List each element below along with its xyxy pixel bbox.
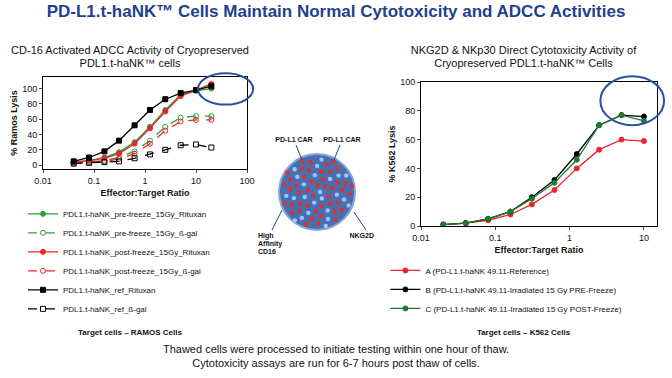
svg-text:20: 20 (27, 145, 37, 155)
svg-text:Effector:Target Ratio: Effector:Target Ratio (101, 188, 190, 198)
svg-text:HighAffinityCD16: HighAffinityCD16 (258, 232, 282, 255)
svg-text:A (PD-L1.t-haNK 49.11-Referenc: A (PD-L1.t-haNK 49.11-Reference) (425, 267, 549, 276)
svg-text:0.01: 0.01 (34, 176, 52, 186)
svg-text:0.1: 0.1 (88, 176, 101, 186)
svg-text:100: 100 (239, 176, 254, 186)
html-text:NKG2D & NKp30 Direct Cytotoxic: NKG2D & NKp30 Direct Cytotoxicity Activi… (410, 44, 637, 69)
html-text:PD-L1.t-haNK™ Cells Maintain N: PD-L1.t-haNK™ Cells Maintain Normal Cyto… (46, 2, 626, 21)
svg-text:80: 80 (405, 106, 415, 116)
svg-text:10: 10 (191, 176, 201, 186)
svg-text:80: 80 (27, 99, 37, 109)
svg-text:PDL1.t-haNK_pre-freeze_15Gy_Ri: PDL1.t-haNK_pre-freeze_15Gy_Rituxan (63, 210, 206, 219)
svg-text:100: 100 (22, 84, 37, 94)
svg-text:PD-L1 CAR: PD-L1 CAR (275, 136, 312, 143)
svg-text:100: 100 (400, 77, 415, 87)
svg-text:NKG2D: NKG2D (349, 232, 374, 239)
svg-text:60: 60 (405, 135, 415, 145)
svg-text:40: 40 (405, 164, 415, 174)
html-text:Target cells – RAMOS Cells: Target cells – RAMOS Cells (78, 328, 182, 337)
svg-text:0.01: 0.01 (412, 233, 430, 243)
svg-text:60: 60 (27, 114, 37, 124)
html-text:Target cells – K562 Cells: Target cells – K562 Cells (476, 328, 571, 337)
svg-text:B (PD-L1.t-haNK 49.11-Irradiat: B (PD-L1.t-haNK 49.11-Irradiated 15 Gy P… (425, 286, 616, 295)
svg-text:1: 1 (567, 233, 572, 243)
svg-text:% Ramos Lysis: % Ramos Lysis (9, 90, 19, 156)
svg-text:C (PD-L1.t-haNK 49.11-Irradiat: C (PD-L1.t-haNK 49.11-Irradiated 15 Gy P… (425, 305, 621, 314)
svg-text:0.1: 0.1 (489, 233, 502, 243)
html-text:Thawed cells were processed to: Thawed cells were processed to initiate … (163, 343, 509, 355)
svg-text:PDL1.t-haNK_pre-freeze_15Gy_ß-: PDL1.t-haNK_pre-freeze_15Gy_ß-gal (63, 229, 198, 238)
html-text:CD-16 Activated ADCC Activity: CD-16 Activated ADCC Activity of Cryopre… (11, 44, 249, 69)
svg-text:PDL1.t-haNK_ref_Rituxan: PDL1.t-haNK_ref_Rituxan (63, 286, 156, 295)
svg-text:0: 0 (32, 160, 37, 170)
svg-text:PD-L1 CAR: PD-L1 CAR (323, 136, 360, 143)
svg-text:1: 1 (142, 176, 147, 186)
svg-text:PDL1.t-haNK_post-freeze_15Gy_ß: PDL1.t-haNK_post-freeze_15Gy_ß-gal (63, 267, 201, 276)
svg-text:40: 40 (27, 130, 37, 140)
svg-text:PDL1.t-haNK_ref_ß-gal: PDL1.t-haNK_ref_ß-gal (63, 305, 147, 314)
svg-text:PDL1.t-haNK_post-freeze_15Gy_R: PDL1.t-haNK_post-freeze_15Gy_Rituxan (63, 248, 210, 257)
svg-text:0: 0 (410, 221, 415, 231)
html-text:Cytotoxicity assays are run fo: Cytotoxicity assays are run for 6-7 hour… (192, 357, 480, 369)
svg-text:Effector:Target Ratio: Effector:Target Ratio (495, 245, 584, 255)
svg-text:% K562 Lysis: % K562 Lysis (387, 125, 397, 182)
svg-text:10: 10 (639, 233, 649, 243)
svg-text:20: 20 (405, 192, 415, 202)
